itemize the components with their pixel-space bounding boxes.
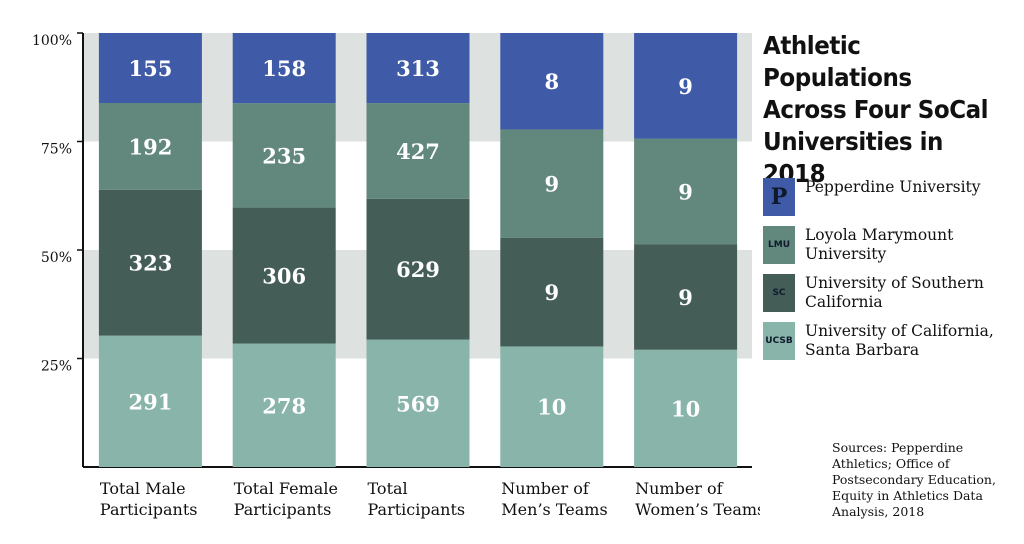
bar-segment — [98, 33, 202, 103]
legend-item-pepperdine: P Pepperdine University — [763, 178, 1018, 216]
bar-segment — [500, 346, 604, 467]
legend-item-ucsb: UCSB University of California, Santa Bar… — [763, 322, 1018, 360]
data-label: 158 — [262, 56, 306, 81]
ucsb-logo-icon: UCSB — [763, 322, 795, 360]
data-label: 427 — [396, 139, 440, 164]
pepperdine-logo-icon: P — [763, 178, 795, 216]
x-category-label: Number of Women’s Teams — [635, 479, 760, 519]
bar-segment — [232, 343, 336, 467]
legend-item-usc: SC University of Southern California — [763, 274, 1018, 312]
x-category-label: Total Participants — [368, 479, 466, 519]
data-label: 10 — [671, 396, 700, 421]
bar-segment — [232, 103, 336, 208]
legend-label: University of Southern California — [805, 274, 984, 311]
legend-label: University of California, Santa Barbara — [805, 322, 994, 359]
data-label: 569 — [396, 391, 440, 416]
bar-segment — [500, 129, 604, 238]
usc-logo-icon: SC — [763, 274, 795, 312]
bar-segment — [232, 33, 336, 104]
data-label: 323 — [128, 251, 172, 276]
data-label: 9 — [544, 280, 559, 305]
legend-item-lmu: LMU Loyola Marymount University — [763, 226, 1018, 264]
data-label: 313 — [396, 56, 440, 81]
bar-segment — [634, 244, 738, 350]
y-tick-label: 100% — [32, 33, 72, 49]
data-label: 8 — [544, 69, 559, 94]
bar-segment — [634, 33, 738, 139]
bar-segment — [500, 237, 604, 347]
data-label: 629 — [396, 257, 440, 282]
data-label: 10 — [537, 395, 566, 420]
x-category-label: Number of Men’s Teams — [501, 479, 607, 519]
data-label: 278 — [262, 393, 306, 418]
data-label: 9 — [678, 179, 693, 204]
lmu-logo-icon: LMU — [763, 226, 795, 264]
data-label: 235 — [262, 143, 306, 168]
bar-segment — [366, 339, 470, 467]
bar-segment — [500, 33, 604, 130]
sources-note: Sources: Pepperdine Athletics; Office of… — [832, 440, 996, 519]
bar-segment — [98, 189, 202, 336]
bar-segment — [634, 349, 738, 467]
data-label: 192 — [128, 134, 172, 159]
data-label: 306 — [262, 264, 306, 289]
data-label: 9 — [544, 172, 559, 197]
legend-label: Pepperdine University — [805, 178, 981, 196]
bar-segment — [366, 103, 470, 199]
bar-segment — [98, 103, 202, 190]
stacked-bar-chart: 100% 75% 50% 25% 291 323 192 155 Total Male Parti… — [32, 32, 760, 519]
y-tick-label: 25% — [41, 359, 72, 375]
x-category-label: Total Male Participants — [100, 479, 198, 519]
bar-segment — [98, 335, 202, 467]
x-category-label: Total Female Participants — [234, 479, 338, 519]
bar-segment — [366, 33, 470, 104]
y-tick-label: 50% — [41, 250, 72, 266]
data-label: 9 — [678, 74, 693, 99]
chart-title: Athletic Populations Across Four SoCal U… — [763, 31, 989, 188]
legend: P Pepperdine University LMU Loyola Marym… — [763, 178, 1018, 370]
data-label: 155 — [128, 56, 172, 81]
y-tick-label: 75% — [41, 142, 72, 158]
data-label: 9 — [678, 285, 693, 310]
bar-segment — [232, 207, 336, 344]
legend-label: Loyola Marymount University — [805, 226, 954, 263]
bar-segment — [634, 138, 738, 245]
bar-segment — [366, 198, 470, 340]
data-label: 291 — [128, 389, 172, 414]
